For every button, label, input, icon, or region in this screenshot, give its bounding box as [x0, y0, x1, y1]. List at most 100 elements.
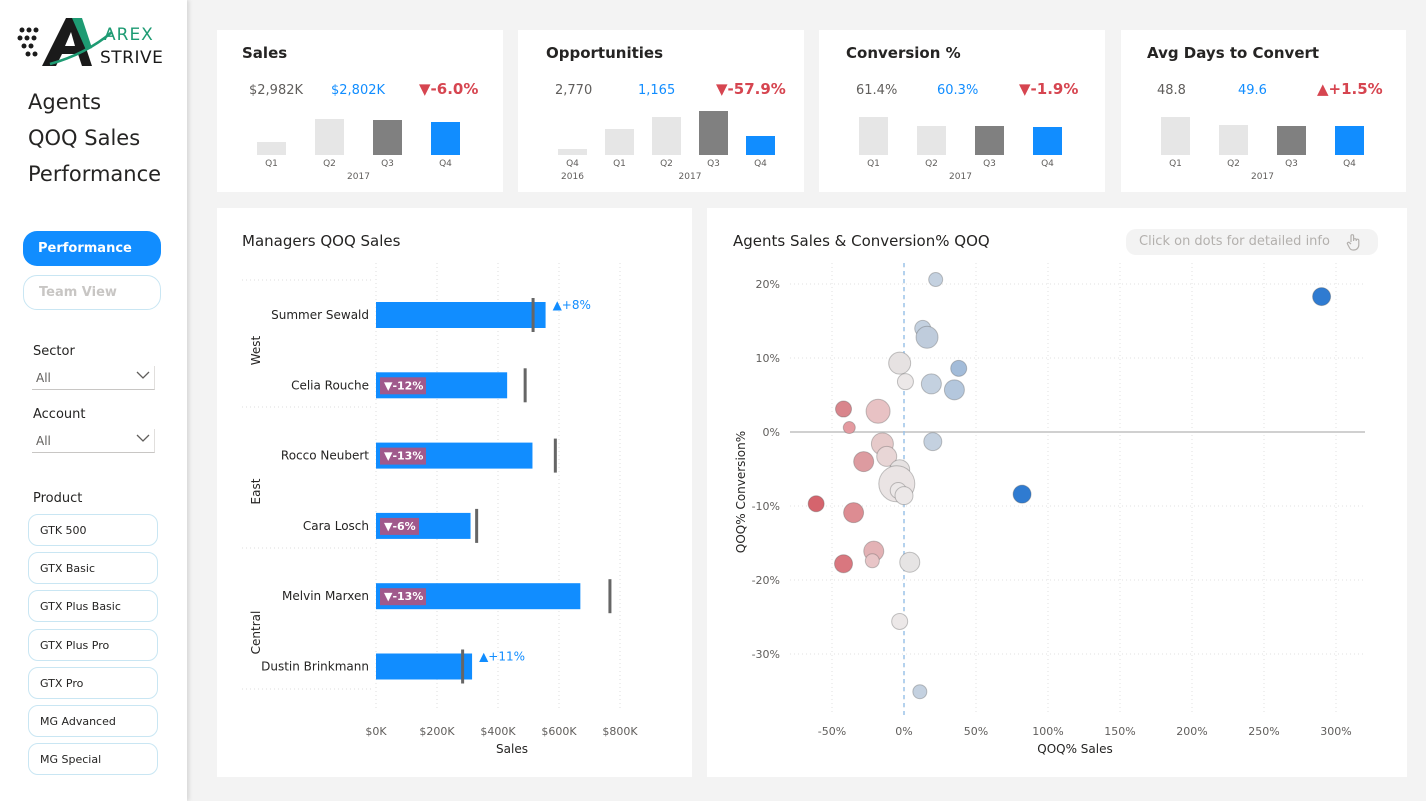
- agent-dot[interactable]: [896, 373, 914, 391]
- sidebar: AREX STRIVE Agents QOQ Sales Performance…: [0, 0, 187, 801]
- sector-dropdown[interactable]: All: [32, 366, 155, 390]
- x-tick-label: $800K: [602, 725, 638, 738]
- agent-dot[interactable]: [928, 272, 944, 288]
- target-marker: [553, 438, 557, 473]
- agent-dot[interactable]: [943, 379, 965, 401]
- arex-strive-logo: AREX STRIVE: [17, 18, 163, 68]
- change-label-up: ▲+8%: [553, 298, 591, 312]
- change-badge-down: [380, 517, 419, 535]
- manager-row[interactable]: Summer Sewald ▲+8%: [271, 298, 591, 332]
- agent-dot[interactable]: [920, 373, 942, 395]
- manager-row[interactable]: Cara Losch ▼-6%: [303, 508, 479, 543]
- manager-row[interactable]: Dustin Brinkmann ▲+11%: [261, 649, 525, 684]
- kpi-bar-label: Q3: [707, 159, 720, 169]
- agent-dot[interactable]: [1012, 484, 1032, 504]
- kpi-bar-q1[interactable]: [1161, 117, 1190, 155]
- agent-dot[interactable]: [843, 502, 865, 524]
- product-mg-advanced-button[interactable]: MG Advanced: [28, 705, 158, 737]
- kpi-bar-q3[interactable]: [699, 111, 728, 155]
- agent-dot[interactable]: [842, 421, 856, 435]
- manager-row[interactable]: Melvin Marxen ▼-13%: [282, 579, 612, 614]
- kpi-year-label: 2017: [949, 172, 972, 182]
- kpi-current-value: $2,802K: [331, 83, 386, 98]
- agent-dot[interactable]: [923, 432, 943, 452]
- nav-team-view-button[interactable]: Team View: [23, 275, 161, 310]
- kpi-bar-q2[interactable]: [315, 119, 344, 155]
- agent-dot[interactable]: [894, 486, 914, 506]
- manager-row[interactable]: Celia Rouche ▼-12%: [291, 368, 527, 403]
- agent-dot[interactable]: [834, 554, 854, 574]
- product-gtx-plus-pro-button[interactable]: GTX Plus Pro: [28, 629, 158, 661]
- kpi-bar-q1[interactable]: [605, 129, 634, 155]
- product-filter-label: Product: [33, 491, 83, 506]
- change-label-down: ▼-13%: [384, 450, 423, 463]
- manager-name: Celia Rouche: [291, 378, 369, 392]
- kpi-bar-label: Q2: [323, 159, 336, 169]
- product-gtx-basic-button[interactable]: GTX Basic: [28, 552, 158, 584]
- y-tick-label: 10%: [756, 352, 780, 365]
- kpi-card-opportunities[interactable]: Opportunities 2,770 1,165 ▼-57.9% Q4 Q1 Q2…: [518, 30, 804, 192]
- agents-scatter-chart[interactable]: -50% 0% 50% 100% 150% 200% 250% 300% 20% 10% 0% -10…: [707, 208, 1407, 777]
- kpi-bar-q1[interactable]: [859, 117, 888, 155]
- managers-bar-chart[interactable]: $0K $200K $400K $600K $800K Sales West East Cent…: [217, 208, 692, 777]
- agent-dot[interactable]: [950, 359, 968, 377]
- kpi-bar-label: Q1: [1169, 159, 1182, 169]
- nav-performance-button[interactable]: Performance: [23, 231, 161, 266]
- kpi-bar-q4[interactable]: [558, 149, 587, 155]
- group-label-central: Central: [249, 611, 263, 655]
- sales-bar[interactable]: [376, 302, 546, 328]
- kpi-bar-q3[interactable]: [373, 120, 402, 155]
- kpi-bar-q3[interactable]: [1277, 126, 1306, 155]
- kpi-bar-chart[interactable]: Q4 Q1 Q2 Q3 Q4 2016 2017: [518, 30, 804, 192]
- kpi-bar-q4[interactable]: [746, 136, 775, 155]
- chevron-down-icon: [136, 371, 150, 379]
- agent-dot[interactable]: [807, 495, 825, 513]
- managers-chart-title: Managers QOQ Sales: [242, 232, 401, 250]
- kpi-bar-chart[interactable]: Q1 Q2 Q3 Q4 2017: [819, 30, 1105, 192]
- product-gtk-500-button[interactable]: GTK 500: [28, 514, 158, 546]
- agent-dot[interactable]: [888, 351, 912, 375]
- agent-dot[interactable]: [912, 684, 928, 700]
- sector-filter-label: Sector: [33, 344, 75, 359]
- kpi-card-conversion[interactable]: Conversion % 61.4% 60.3% ▼-1.9% Q1 Q2 Q3 Q4…: [819, 30, 1105, 192]
- kpi-bar-q2[interactable]: [917, 126, 946, 155]
- target-marker: [608, 579, 612, 614]
- kpi-title: Opportunities: [546, 44, 664, 62]
- y-axis-title: QOQ% Conversion%: [734, 431, 748, 553]
- target-marker: [531, 298, 535, 332]
- kpi-bar-q4[interactable]: [1335, 126, 1364, 155]
- kpi-bar-q2[interactable]: [652, 117, 681, 155]
- change-badge-down: [380, 447, 426, 465]
- kpi-bar-q1[interactable]: [257, 142, 286, 155]
- agent-dot[interactable]: [899, 551, 921, 573]
- kpi-card-avg-days[interactable]: Avg Days to Convert 48.8 49.6 ▲+1.5% Q1 Q…: [1121, 30, 1406, 192]
- change-badge-down: [380, 377, 426, 395]
- kpi-bar-chart[interactable]: Q1 Q2 Q3 Q4 2017: [217, 30, 503, 192]
- kpi-previous-value: 61.4%: [856, 83, 898, 98]
- agent-dot[interactable]: [835, 400, 853, 418]
- agent-dot[interactable]: [865, 398, 891, 424]
- agent-dot[interactable]: [891, 612, 909, 630]
- account-dropdown[interactable]: All: [32, 429, 155, 453]
- agent-dot[interactable]: [915, 325, 939, 349]
- x-tick-label: $600K: [541, 725, 577, 738]
- y-tick-label: -20%: [752, 574, 780, 587]
- product-mg-special-button[interactable]: MG Special: [28, 743, 158, 775]
- kpi-bar-q4[interactable]: [1033, 127, 1062, 155]
- kpi-card-sales[interactable]: Sales $2,982K $2,802K ▼-6.0% Q1 Q2 Q3 Q4 201…: [217, 30, 503, 192]
- sales-bar[interactable]: [376, 653, 473, 680]
- agent-dot[interactable]: [876, 445, 898, 467]
- kpi-bar-q4[interactable]: [431, 122, 460, 155]
- product-gtx-plus-basic-button[interactable]: GTX Plus Basic: [28, 590, 158, 622]
- agent-dot[interactable]: [1312, 287, 1332, 307]
- product-gtx-pro-button[interactable]: GTX Pro: [28, 667, 158, 699]
- kpi-bar-label: Q4: [439, 159, 452, 169]
- kpi-bar-chart[interactable]: Q1 Q2 Q3 Q4 2017: [1121, 30, 1406, 192]
- manager-row[interactable]: Rocco Neubert ▼-13%: [281, 438, 557, 473]
- manager-name: Rocco Neubert: [281, 449, 369, 463]
- kpi-previous-value: 2,770: [555, 83, 593, 98]
- agent-dot[interactable]: [864, 553, 880, 569]
- kpi-bar-q2[interactable]: [1219, 125, 1248, 155]
- kpi-bar-q3[interactable]: [975, 126, 1004, 155]
- agent-dot[interactable]: [853, 451, 875, 473]
